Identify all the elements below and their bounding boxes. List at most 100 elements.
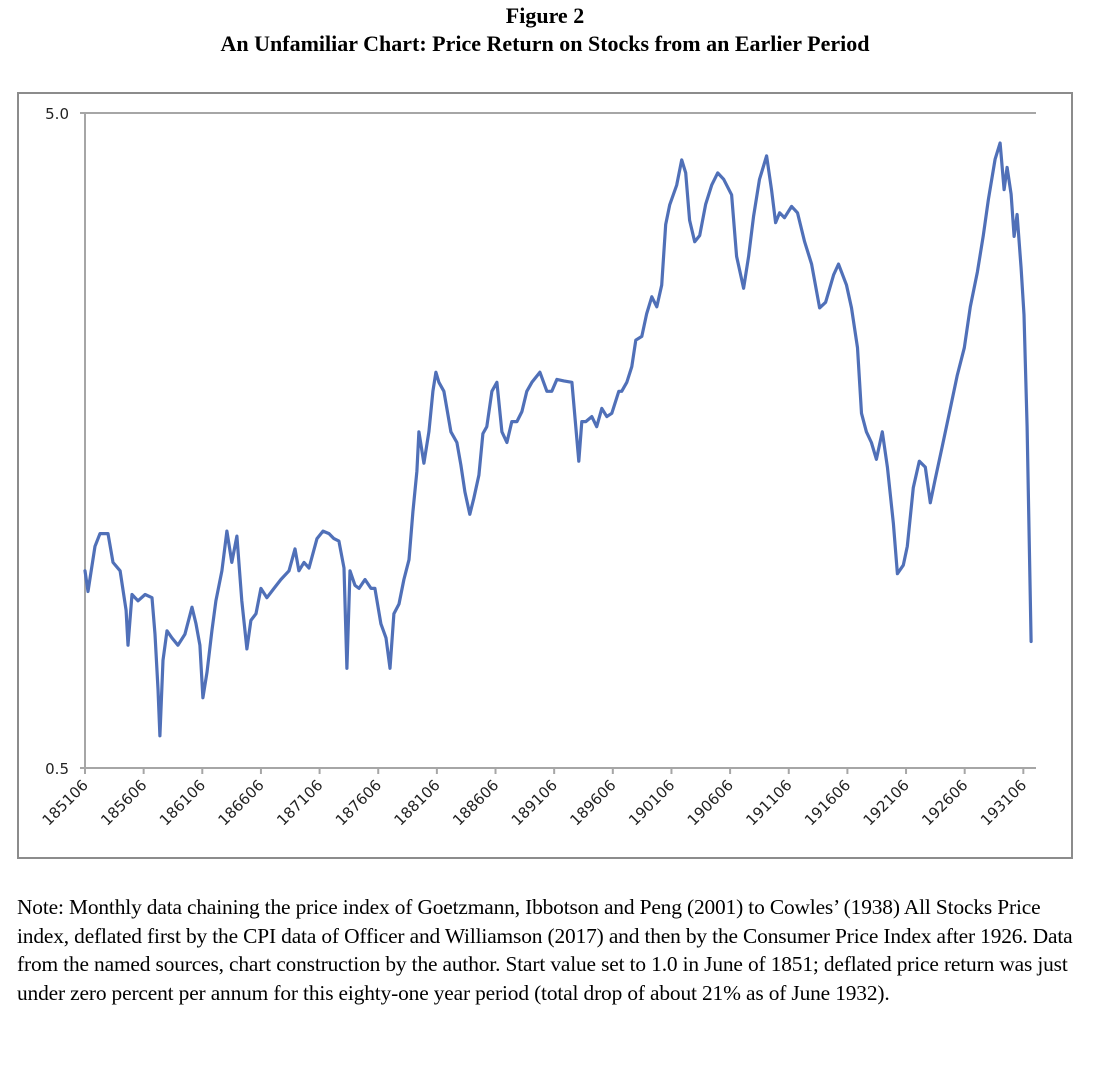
data-point: [288, 570, 290, 572]
data-point: [774, 222, 776, 224]
data-point: [618, 390, 620, 392]
x-tick-label: 189106: [508, 776, 561, 829]
data-point: [987, 198, 989, 200]
axes: [80, 113, 1036, 769]
data-point: [929, 502, 931, 504]
data-point: [790, 205, 792, 207]
chart-frame: [17, 92, 1073, 859]
data-point: [1006, 166, 1008, 168]
data-point: [496, 381, 498, 383]
data-point: [438, 381, 440, 383]
data-point: [531, 381, 533, 383]
data-point: [976, 271, 978, 273]
data-point: [154, 633, 156, 635]
data-point: [1023, 314, 1025, 316]
data-point: [546, 390, 548, 392]
data-point: [723, 178, 725, 180]
data-point: [539, 371, 541, 373]
data-point: [631, 365, 633, 367]
data-point: [166, 630, 168, 632]
data-point: [571, 381, 573, 383]
data-point: [870, 441, 872, 443]
data-point: [157, 688, 159, 690]
data-point: [202, 697, 204, 699]
data-point: [581, 420, 583, 422]
data-point: [556, 378, 558, 380]
x-tick-label: 185106: [39, 776, 92, 829]
data-point: [963, 347, 965, 349]
data-point: [428, 431, 430, 433]
x-tick-label: 186606: [215, 776, 268, 829]
data-point: [694, 241, 696, 243]
data-point: [747, 255, 749, 257]
data-point: [902, 564, 904, 566]
data-point: [349, 570, 351, 572]
data-point: [184, 633, 186, 635]
data-point: [380, 623, 382, 625]
data-point: [1013, 235, 1015, 237]
data-point: [896, 573, 898, 575]
data-point: [385, 637, 387, 639]
data-point: [949, 407, 951, 409]
data-point: [250, 619, 252, 621]
data-point: [432, 390, 434, 392]
data-point: [621, 390, 623, 392]
data-point: [601, 407, 603, 409]
x-axis-ticks: 185106 185606 186106 186606 187106 187606 1881…: [39, 768, 1030, 829]
data-point: [886, 466, 888, 468]
data-point: [87, 590, 89, 592]
data-point: [611, 412, 613, 414]
data-point: [578, 460, 580, 462]
data-point: [758, 178, 760, 180]
data-point: [699, 234, 701, 236]
data-point: [266, 597, 268, 599]
data-point: [119, 570, 121, 572]
data-point: [850, 307, 852, 309]
data-point: [845, 284, 847, 286]
series-line: [83, 141, 1033, 738]
data-point: [294, 548, 296, 550]
data-point: [99, 532, 101, 534]
data-point: [526, 390, 528, 392]
data-point: [626, 381, 628, 383]
data-point: [450, 431, 452, 433]
data-point: [354, 584, 356, 586]
data-point: [1016, 213, 1018, 215]
data-point: [443, 390, 445, 392]
data-point: [416, 470, 418, 472]
figure-number: Figure 2: [505, 3, 585, 28]
data-point: [84, 570, 86, 572]
data-point: [162, 659, 164, 661]
data-point: [303, 561, 305, 563]
data-point: [346, 667, 348, 669]
data-point: [688, 219, 690, 221]
data-point: [941, 445, 943, 447]
data-point: [665, 223, 667, 225]
y-tick-label: 0.5: [45, 760, 69, 778]
data-point: [125, 609, 127, 611]
data-point: [211, 630, 213, 632]
data-point: [717, 172, 719, 174]
data-point: [585, 420, 587, 422]
data-point: [298, 570, 300, 572]
data-point: [338, 540, 340, 542]
data-point: [856, 347, 858, 349]
data-point: [151, 597, 153, 599]
data-point: [778, 212, 780, 214]
data-point: [473, 497, 475, 499]
data-point: [482, 432, 484, 434]
data-point: [131, 593, 133, 595]
data-point: [435, 371, 437, 373]
data-point: [563, 380, 565, 382]
data-point: [127, 644, 129, 646]
data-point: [171, 637, 173, 639]
x-tick-label: 188106: [390, 776, 443, 829]
data-point: [516, 420, 518, 422]
data-point: [803, 241, 805, 243]
data-point: [456, 441, 458, 443]
x-tick-label: 186106: [156, 776, 209, 829]
data-point: [1026, 426, 1028, 428]
data-point: [316, 537, 318, 539]
data-point: [591, 415, 593, 417]
data-point: [596, 426, 598, 428]
